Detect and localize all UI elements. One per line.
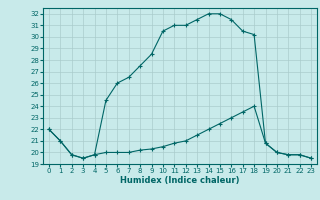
- X-axis label: Humidex (Indice chaleur): Humidex (Indice chaleur): [120, 176, 240, 185]
